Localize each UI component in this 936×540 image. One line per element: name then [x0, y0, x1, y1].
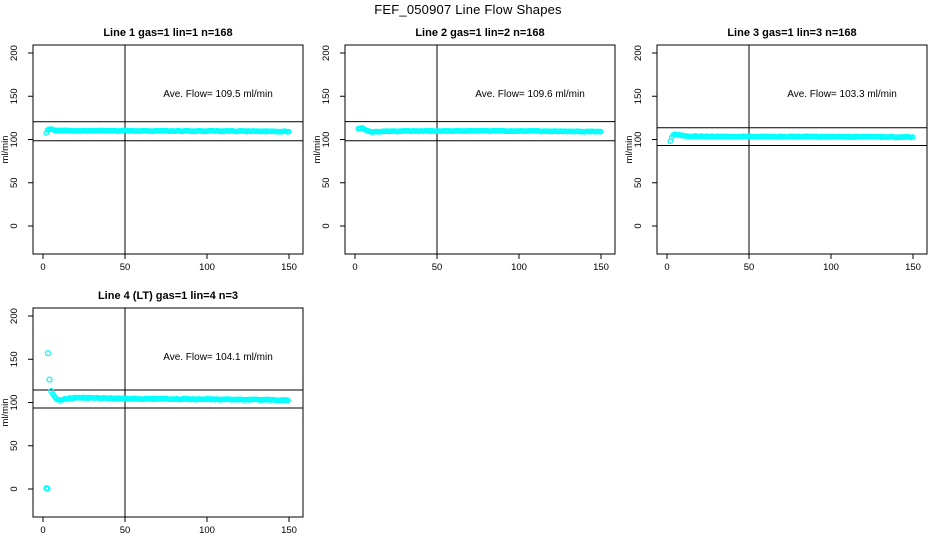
y-axis: 0 50 100 150 200 — [633, 45, 657, 229]
plot-line-1: Line 1 gas=1 lin=1 n=168 0 50 100 150 0 50 100 1… — [0, 27, 304, 273]
y-axis: 0 50 100 150 200 — [9, 45, 33, 229]
y-tick-label: 200 — [321, 45, 332, 61]
x-axis: 0 50 100 150 — [352, 254, 609, 273]
y-tick-label: 200 — [9, 45, 20, 61]
y-axis-title: ml/min — [0, 136, 11, 164]
reference-lines — [657, 45, 927, 254]
y-tick-label: 150 — [321, 88, 332, 104]
x-tick-label: 100 — [511, 262, 527, 273]
plot-box — [32, 44, 304, 255]
panel-line-4: Line 4 (LT) gas=1 lin=4 n=3 0 50 100 150 0 50 1… — [0, 285, 312, 540]
plot-box — [344, 44, 616, 255]
y-tick-label: 0 — [9, 486, 20, 491]
y-tick-label: 100 — [9, 395, 20, 411]
x-axis: 0 50 100 150 — [664, 254, 921, 273]
reference-lines — [345, 45, 615, 254]
y-axis-title: ml/min — [624, 136, 635, 164]
x-tick-label: 0 — [352, 262, 357, 273]
y-tick-label: 200 — [633, 45, 644, 61]
x-tick-label: 150 — [593, 262, 609, 273]
x-tick-label: 0 — [40, 525, 45, 536]
x-tick-label: 0 — [664, 262, 669, 273]
x-tick-label: 150 — [281, 525, 297, 536]
x-tick-label: 100 — [823, 262, 839, 273]
plot-box — [32, 307, 304, 518]
ave-flow-annotation: Ave. Flow= 104.1 ml/min — [163, 352, 273, 363]
figure-title: FEF_050907 Line Flow Shapes — [374, 2, 562, 17]
x-axis: 0 50 100 150 — [40, 517, 297, 536]
y-tick-label: 100 — [633, 132, 644, 148]
x-tick-label: 100 — [199, 262, 215, 273]
data-points — [43, 350, 291, 492]
y-axis-title: ml/min — [0, 399, 11, 427]
plot-line-4: Line 4 (LT) gas=1 lin=4 n=3 0 50 100 150 0 50 1… — [0, 290, 304, 536]
y-tick-label: 100 — [321, 132, 332, 148]
ave-flow-annotation: Ave. Flow= 103.3 ml/min — [787, 89, 897, 100]
y-tick-label: 100 — [9, 132, 20, 148]
reference-lines — [33, 308, 303, 517]
y-tick-label: 150 — [9, 351, 20, 367]
x-axis: 0 50 100 150 — [40, 254, 297, 273]
y-tick-label: 200 — [9, 308, 20, 324]
plot-line-2: Line 2 gas=1 lin=2 n=168 0 50 100 150 0 50 100 1… — [312, 27, 616, 273]
panel-title: Line 1 gas=1 lin=1 n=168 — [103, 27, 232, 39]
x-tick-label: 150 — [281, 262, 297, 273]
y-tick-label: 0 — [9, 223, 20, 228]
x-tick-label: 50 — [432, 262, 443, 273]
y-tick-label: 50 — [9, 440, 20, 451]
data-points — [43, 126, 292, 136]
plot-line-3: Line 3 gas=1 lin=3 n=168 0 50 100 150 0 50 100 1… — [624, 27, 928, 273]
x-tick-label: 50 — [120, 262, 131, 273]
y-axis: 0 50 100 150 200 — [321, 45, 345, 229]
panel-line-1: Line 1 gas=1 lin=1 n=168 0 50 100 150 0 50 100 1… — [0, 22, 312, 277]
panel-title: Line 2 gas=1 lin=2 n=168 — [415, 27, 544, 39]
y-tick-label: 0 — [633, 223, 644, 228]
x-tick-label: 0 — [40, 262, 45, 273]
x-tick-label: 100 — [199, 525, 215, 536]
plot-box — [656, 44, 928, 255]
y-tick-label: 150 — [9, 88, 20, 104]
y-tick-label: 50 — [321, 177, 332, 188]
panel-line-2: Line 2 gas=1 lin=2 n=168 0 50 100 150 0 50 100 1… — [312, 22, 624, 277]
ave-flow-annotation: Ave. Flow= 109.5 ml/min — [163, 89, 273, 100]
y-tick-label: 150 — [633, 88, 644, 104]
y-axis-title: ml/min — [312, 136, 323, 164]
reference-lines — [33, 45, 303, 254]
panel-title: Line 4 (LT) gas=1 lin=4 n=3 — [98, 290, 238, 302]
y-tick-label: 0 — [321, 223, 332, 228]
ave-flow-annotation: Ave. Flow= 109.6 ml/min — [475, 89, 585, 100]
panel-title: Line 3 gas=1 lin=3 n=168 — [727, 27, 856, 39]
data-points — [355, 125, 604, 135]
y-axis: 0 50 100 150 200 — [9, 308, 33, 492]
y-tick-label: 50 — [633, 177, 644, 188]
data-points — [667, 131, 916, 144]
x-tick-label: 50 — [744, 262, 755, 273]
x-tick-label: 50 — [120, 525, 131, 536]
panel-line-3: Line 3 gas=1 lin=3 n=168 0 50 100 150 0 50 100 1… — [624, 22, 936, 277]
x-tick-label: 150 — [905, 262, 921, 273]
y-tick-label: 50 — [9, 177, 20, 188]
